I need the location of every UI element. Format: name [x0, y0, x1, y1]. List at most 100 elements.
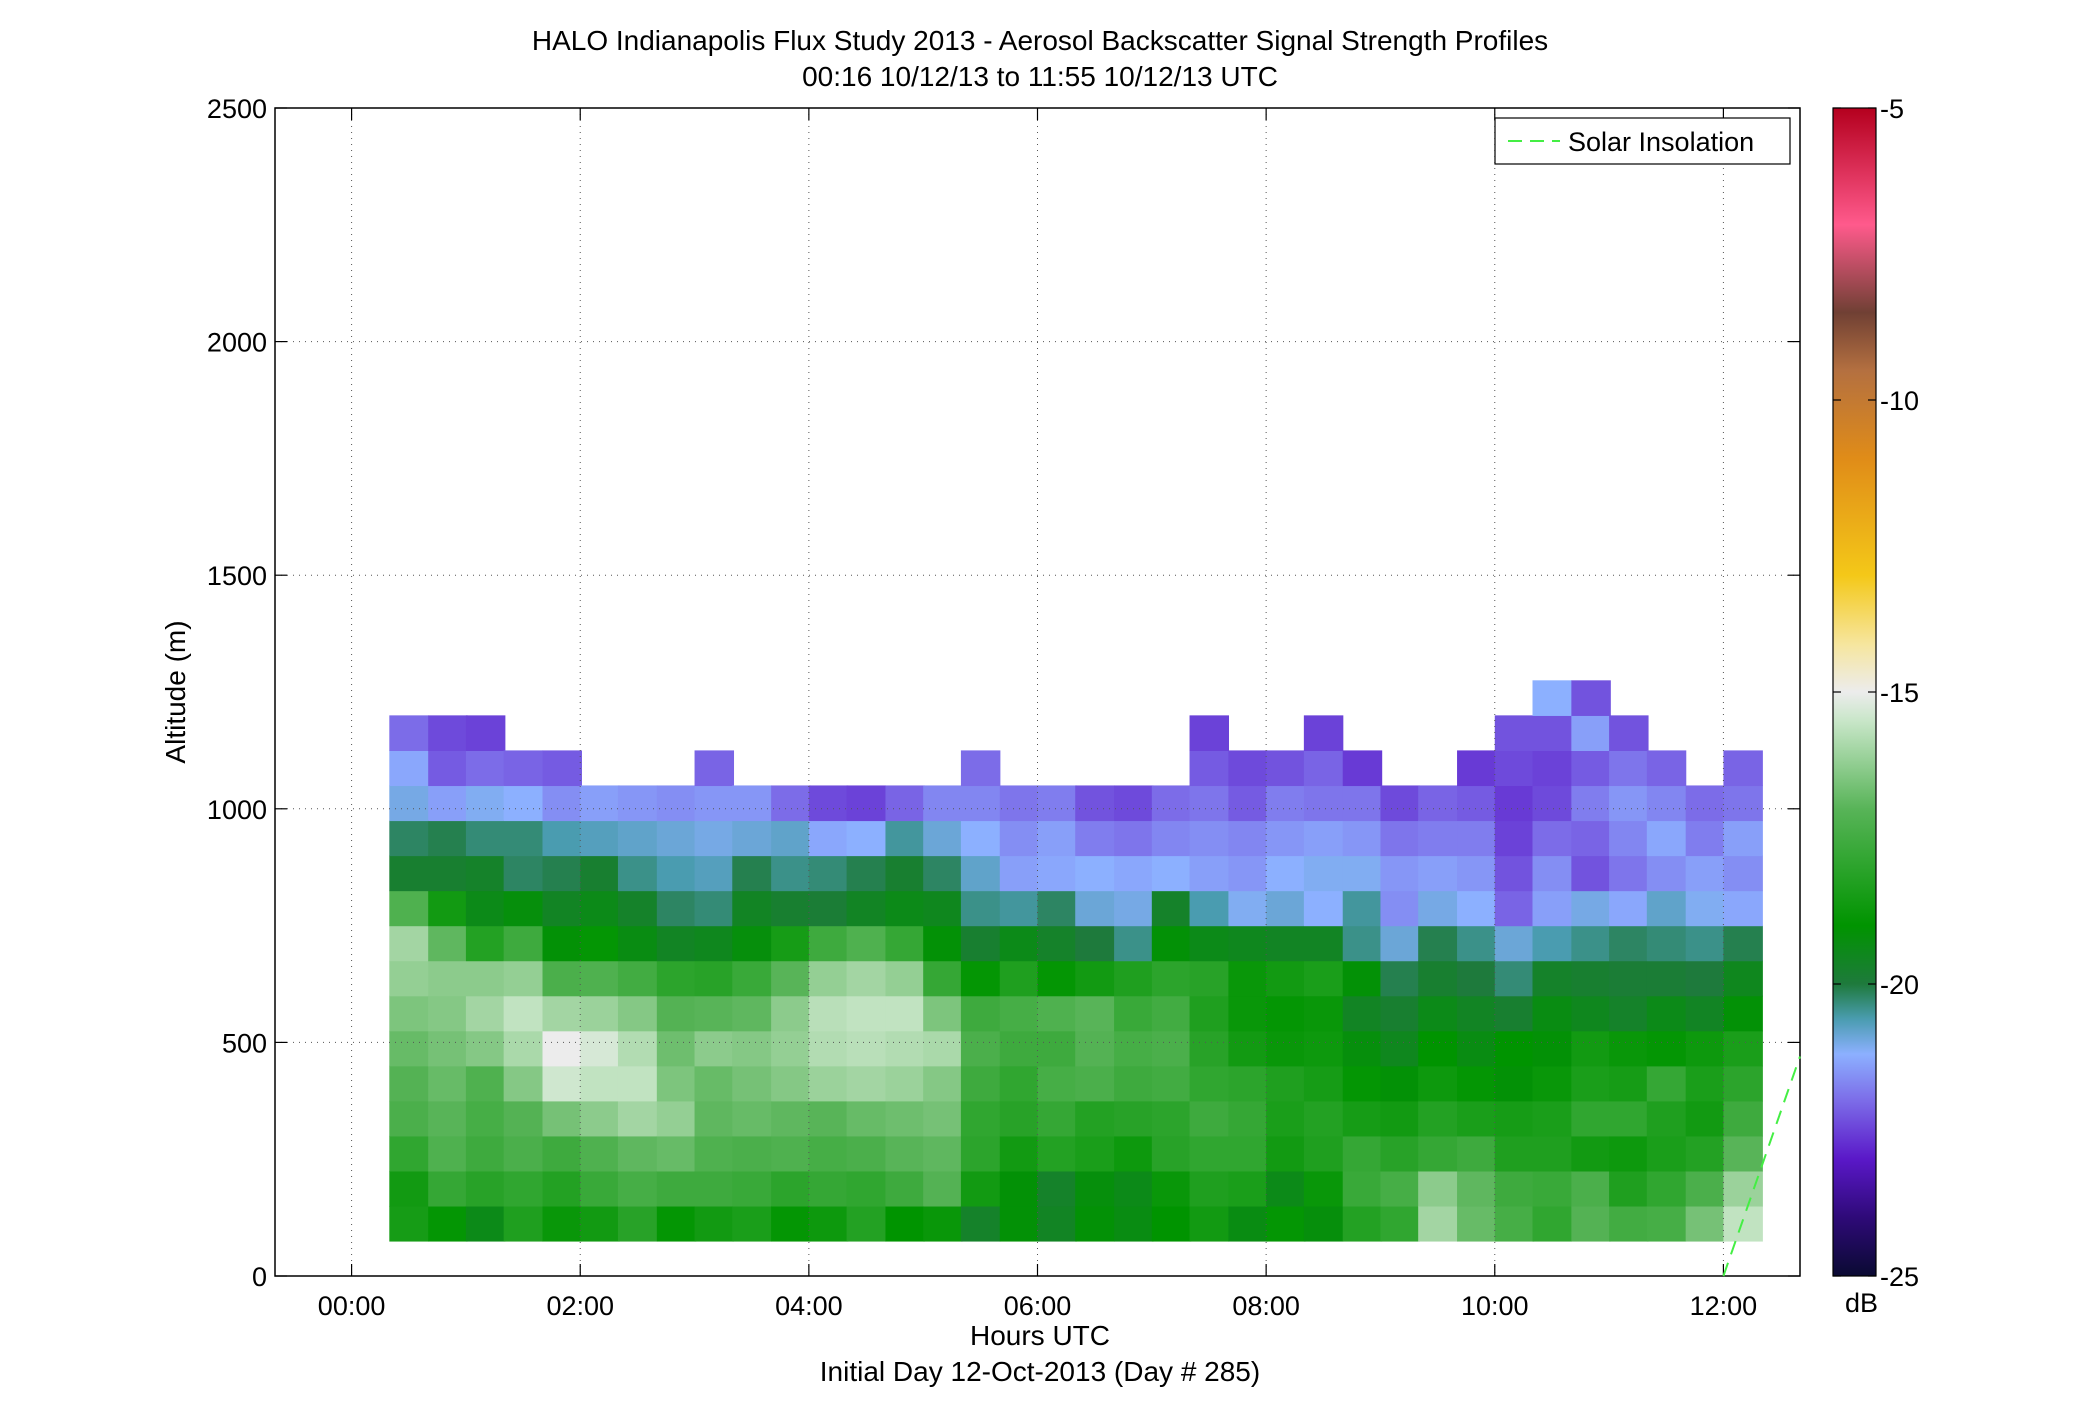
- heatmap-cell: [923, 1170, 963, 1207]
- heatmap-cell: [389, 1100, 429, 1137]
- heatmap-cell: [1228, 1065, 1268, 1102]
- heatmap-cell: [656, 890, 697, 927]
- heatmap-cell: [1266, 995, 1306, 1032]
- heatmap-cell: [999, 1205, 1040, 1242]
- heatmap-cell: [428, 1205, 468, 1242]
- heatmap-cell: [960, 1030, 1001, 1067]
- heatmap-cell: [1380, 1065, 1420, 1102]
- heatmap-cell: [656, 785, 697, 822]
- heatmap-cell: [1532, 1135, 1572, 1172]
- colorbar-tick-label: -20: [1880, 970, 1919, 1000]
- heatmap-cell: [428, 1030, 468, 1067]
- heatmap-cell: [1494, 960, 1535, 997]
- heatmap-cell: [1303, 1065, 1344, 1102]
- heatmap-cell: [542, 925, 582, 962]
- heatmap-cell: [999, 855, 1040, 892]
- heatmap-cell: [1303, 1205, 1344, 1242]
- heatmap-cell: [960, 1135, 1001, 1172]
- heatmap-cell: [503, 925, 544, 962]
- heatmap-cell: [465, 750, 506, 787]
- heatmap-cell: [1571, 680, 1611, 716]
- heatmap-cell: [1342, 1170, 1383, 1207]
- heatmap-cell: [656, 995, 697, 1032]
- heatmap-cell: [1303, 1170, 1344, 1207]
- heatmap-cell: [1303, 1135, 1344, 1172]
- heatmap-cell: [1380, 1030, 1420, 1067]
- heatmap-cell: [1075, 890, 1115, 927]
- heatmap-cell: [617, 1100, 658, 1137]
- heatmap-cell: [808, 820, 849, 857]
- heatmap-cell: [1342, 785, 1383, 822]
- heatmap-cell: [885, 890, 925, 927]
- heatmap-cell: [1723, 1100, 1763, 1137]
- heatmap-cell: [1266, 960, 1306, 997]
- heatmap-cell: [732, 1135, 772, 1172]
- heatmap-cell: [1457, 1065, 1497, 1102]
- heatmap-cell: [503, 1065, 544, 1102]
- heatmap-cell: [1075, 785, 1115, 822]
- heatmap-cell: [465, 995, 506, 1032]
- heatmap-cell: [1037, 855, 1077, 892]
- y-axis-ticks: 0 500 1000 1500 2000 2500: [207, 94, 1800, 1292]
- heatmap-cell: [1723, 855, 1763, 892]
- heatmap-cell: [1457, 890, 1497, 927]
- heatmap-cell: [1189, 1170, 1230, 1207]
- heatmap-cell: [1723, 1065, 1763, 1102]
- heatmap-cell: [542, 855, 582, 892]
- heatmap-cell: [1418, 1135, 1458, 1172]
- heatmap-cell: [771, 1030, 811, 1067]
- heatmap-cell: [923, 855, 963, 892]
- heatmap-cell: [1571, 1135, 1611, 1172]
- heatmap-cell: [960, 855, 1001, 892]
- heatmap-cell: [1228, 1170, 1268, 1207]
- heatmap-cell: [1303, 995, 1344, 1032]
- heatmap-cell: [389, 1135, 429, 1172]
- heatmap-cell: [1685, 1100, 1726, 1137]
- heatmap-cell: [1418, 1065, 1458, 1102]
- heatmap-cell: [1646, 1065, 1687, 1102]
- heatmap-cell: [1037, 785, 1077, 822]
- heatmap-cell: [1494, 1100, 1535, 1137]
- heatmap-cell: [1228, 820, 1268, 857]
- heatmap-cell: [1571, 925, 1611, 962]
- heatmap-cell: [694, 785, 735, 822]
- heatmap-cell: [1189, 1135, 1230, 1172]
- heatmap-cell: [542, 1065, 582, 1102]
- heatmap-cell: [1189, 750, 1230, 787]
- heatmap-cell: [1189, 785, 1230, 822]
- heatmap-cell: [542, 1135, 582, 1172]
- heatmap-cell: [960, 750, 1001, 787]
- heatmap-cell: [1075, 855, 1115, 892]
- heatmap-cell: [1037, 890, 1077, 927]
- heatmap-cell: [771, 1065, 811, 1102]
- heatmap-cell: [1571, 855, 1611, 892]
- heatmap-cell: [1646, 960, 1687, 997]
- heatmap-cell: [465, 855, 506, 892]
- heatmap-cell: [1494, 855, 1535, 892]
- heatmap-cell: [503, 960, 544, 997]
- heatmap-cell: [923, 785, 963, 822]
- heatmap-cell: [1151, 960, 1192, 997]
- heatmap-cell: [542, 1205, 582, 1242]
- heatmap-cell: [1303, 855, 1344, 892]
- legend-label-solar-insolation: Solar Insolation: [1568, 127, 1754, 157]
- heatmap-cell: [1532, 1030, 1572, 1067]
- heatmap-cell: [771, 890, 811, 927]
- heatmap-cell: [694, 750, 735, 787]
- heatmap-cell: [999, 960, 1040, 997]
- heatmap-cell: [1532, 925, 1572, 962]
- heatmap-cell: [1494, 715, 1535, 751]
- heatmap-cell: [999, 1065, 1040, 1102]
- heatmap-cell: [1646, 1135, 1687, 1172]
- heatmap-cell: [1228, 785, 1268, 822]
- heatmap-cell: [771, 820, 811, 857]
- heatmap-cell: [1075, 925, 1115, 962]
- heatmap-cell: [1685, 995, 1726, 1032]
- heatmap-cell: [1266, 785, 1306, 822]
- heatmap-cell: [846, 1170, 887, 1207]
- heatmap-cell: [617, 1030, 658, 1067]
- heatmap-cell: [542, 750, 582, 787]
- heatmap-cell: [846, 995, 887, 1032]
- heatmap-cell: [885, 1030, 925, 1067]
- heatmap-cell: [1723, 995, 1763, 1032]
